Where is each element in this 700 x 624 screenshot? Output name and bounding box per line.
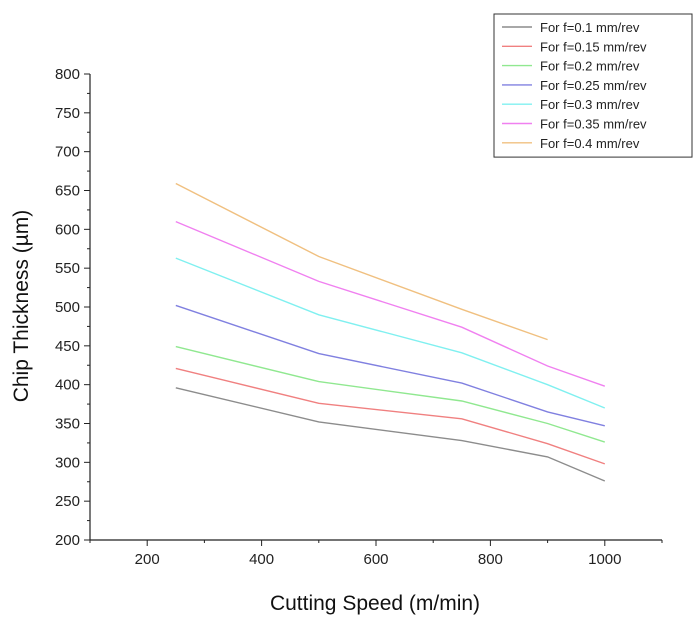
series-line (175, 220, 606, 387)
y-tick-label: 300 (55, 454, 80, 471)
y-tick-label: 550 (55, 260, 80, 277)
series-line (175, 182, 548, 341)
y-tick-label: 800 (55, 66, 80, 83)
y-axis: 200 250 300 350 400 450 500 550 600 650 700 750 800 (55, 66, 90, 549)
series-line (175, 257, 606, 409)
legend-label: For f=0.4 mm/rev (540, 136, 640, 151)
y-tick-label: 250 (55, 493, 80, 510)
x-tick-label: 200 (135, 551, 160, 568)
y-tick-label: 750 (55, 105, 80, 122)
legend-label: For f=0.1 mm/rev (540, 20, 640, 35)
y-tick-label: 450 (55, 338, 80, 355)
y-tick-label: 200 (55, 532, 80, 549)
y-tick-label: 350 (55, 416, 80, 433)
y-tick-label: 700 (55, 144, 80, 161)
legend-label: For f=0.35 mm/rev (540, 117, 647, 132)
x-axis-title: Cutting Speed (m/min) (270, 592, 480, 615)
y-tick-label: 500 (55, 299, 80, 316)
x-axis: 200 400 600 800 1000 (89, 540, 663, 568)
y-tick-label: 600 (55, 221, 80, 238)
x-tick-label: 800 (478, 551, 503, 568)
x-tick-label: 600 (363, 551, 388, 568)
x-tick-label: 400 (249, 551, 274, 568)
y-axis-title: Chip Thickness (µm) (10, 210, 33, 403)
series-layer (175, 182, 606, 482)
y-tick-label: 650 (55, 183, 80, 200)
series-line (175, 345, 606, 443)
series-line (175, 367, 606, 465)
x-tick-label: 1000 (588, 551, 621, 568)
legend: For f=0.1 mm/rev For f=0.15 mm/rev For f=0… (493, 13, 693, 158)
legend-label: For f=0.15 mm/rev (540, 39, 647, 54)
legend-label: For f=0.25 mm/rev (540, 78, 647, 93)
legend-label: For f=0.3 mm/rev (540, 97, 640, 112)
y-tick-label: 400 (55, 377, 80, 394)
series-line (175, 304, 605, 427)
series-line (175, 387, 606, 482)
legend-label: For f=0.2 mm/rev (540, 59, 640, 74)
